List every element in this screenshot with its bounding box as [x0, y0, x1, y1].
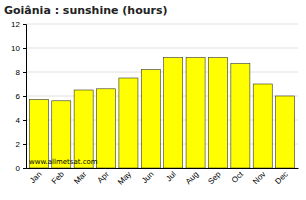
- y-tick: 12: [11, 20, 26, 29]
- y-tick: 6: [16, 92, 26, 101]
- chart-svg: 0 2 4 6 8 10 12 Jan Feb Mar Apr May Jun Jul Aug Sep Oct N…: [0, 0, 306, 200]
- x-tick-label: Jun: [140, 170, 155, 185]
- grid-line: [26, 72, 298, 73]
- x-axis: Jan Feb Mar Apr May Jun Jul Aug Sep Oct Nov Dec: [27, 169, 299, 187]
- bar: [208, 58, 227, 168]
- x-tick-label: May: [116, 170, 133, 187]
- y-tick-label: 6: [16, 92, 21, 101]
- y-tick-mark: [23, 48, 26, 49]
- plot: 0 2 4 6 8 10 12 Jan Feb Mar Apr May Jun Jul Aug Sep Oct N…: [11, 20, 298, 187]
- x-tick: Sep: [206, 169, 223, 186]
- x-tick-label: Dec: [273, 170, 289, 186]
- bars: [29, 58, 294, 168]
- y-axis-line: [23, 25, 27, 169]
- grid: [26, 24, 298, 168]
- x-tick-label: Jul: [164, 170, 178, 184]
- chart-container: 0 2 4 6 8 10 12 Jan Feb Mar Apr May Jun Jul Aug Sep Oct N…: [0, 0, 306, 200]
- y-tick-label: 10: [11, 44, 20, 53]
- x-tick: Apr: [96, 169, 111, 184]
- y-tick-mark: [23, 144, 26, 145]
- x-tick-label: Nov: [251, 170, 267, 186]
- x-tick: Jan: [28, 170, 43, 185]
- bar: [231, 64, 250, 168]
- bar: [97, 89, 116, 168]
- y-tick-label: 2: [16, 140, 21, 149]
- bar: [253, 84, 272, 168]
- y-tick-mark: [23, 24, 26, 25]
- x-tick: Feb: [50, 169, 67, 186]
- x-tick-label: Sep: [206, 169, 223, 186]
- x-tick-label: Apr: [96, 169, 111, 184]
- x-axis-line: [27, 168, 299, 169]
- x-tick: Jul: [164, 170, 178, 184]
- annotation: www.allmetsat.com: [29, 158, 98, 166]
- y-tick-label: 4: [16, 116, 21, 125]
- bar: [164, 58, 183, 168]
- y-tick-mark: [23, 120, 26, 121]
- bar: [141, 70, 160, 168]
- grid-line: [26, 48, 298, 49]
- y-tick-label: 8: [16, 68, 21, 77]
- x-tick: Aug: [184, 170, 200, 186]
- x-tick-label: Mar: [72, 169, 88, 185]
- y-tick: 4: [16, 116, 26, 125]
- x-tick: Nov: [251, 170, 267, 186]
- y-tick: 8: [16, 68, 26, 77]
- x-tick-label: Aug: [184, 170, 200, 186]
- y-tick-label: 12: [11, 20, 20, 29]
- grid-line: [26, 24, 298, 25]
- x-tick-label: Jan: [28, 170, 43, 185]
- x-tick: May: [116, 170, 133, 187]
- y-axis: 0 2 4 6 8 10 12: [11, 20, 26, 173]
- x-tick-label: Oct: [230, 169, 246, 185]
- bar: [186, 58, 205, 168]
- bar: [119, 78, 138, 168]
- x-tick: Jun: [140, 170, 155, 185]
- title: Goiânia : sunshine (hours): [4, 4, 168, 17]
- y-tick: 10: [11, 44, 26, 53]
- bar: [276, 96, 295, 168]
- x-tick-label: Feb: [50, 169, 67, 186]
- y-tick-mark: [23, 168, 26, 169]
- y-tick-mark: [23, 72, 26, 73]
- bar: [74, 90, 93, 168]
- y-tick: 0: [16, 164, 26, 173]
- x-tick: Dec: [273, 170, 289, 186]
- x-tick: Oct: [230, 169, 246, 185]
- y-tick-mark: [23, 96, 26, 97]
- y-tick-label: 0: [16, 164, 21, 173]
- x-tick: Mar: [72, 169, 88, 185]
- y-tick: 2: [16, 140, 26, 149]
